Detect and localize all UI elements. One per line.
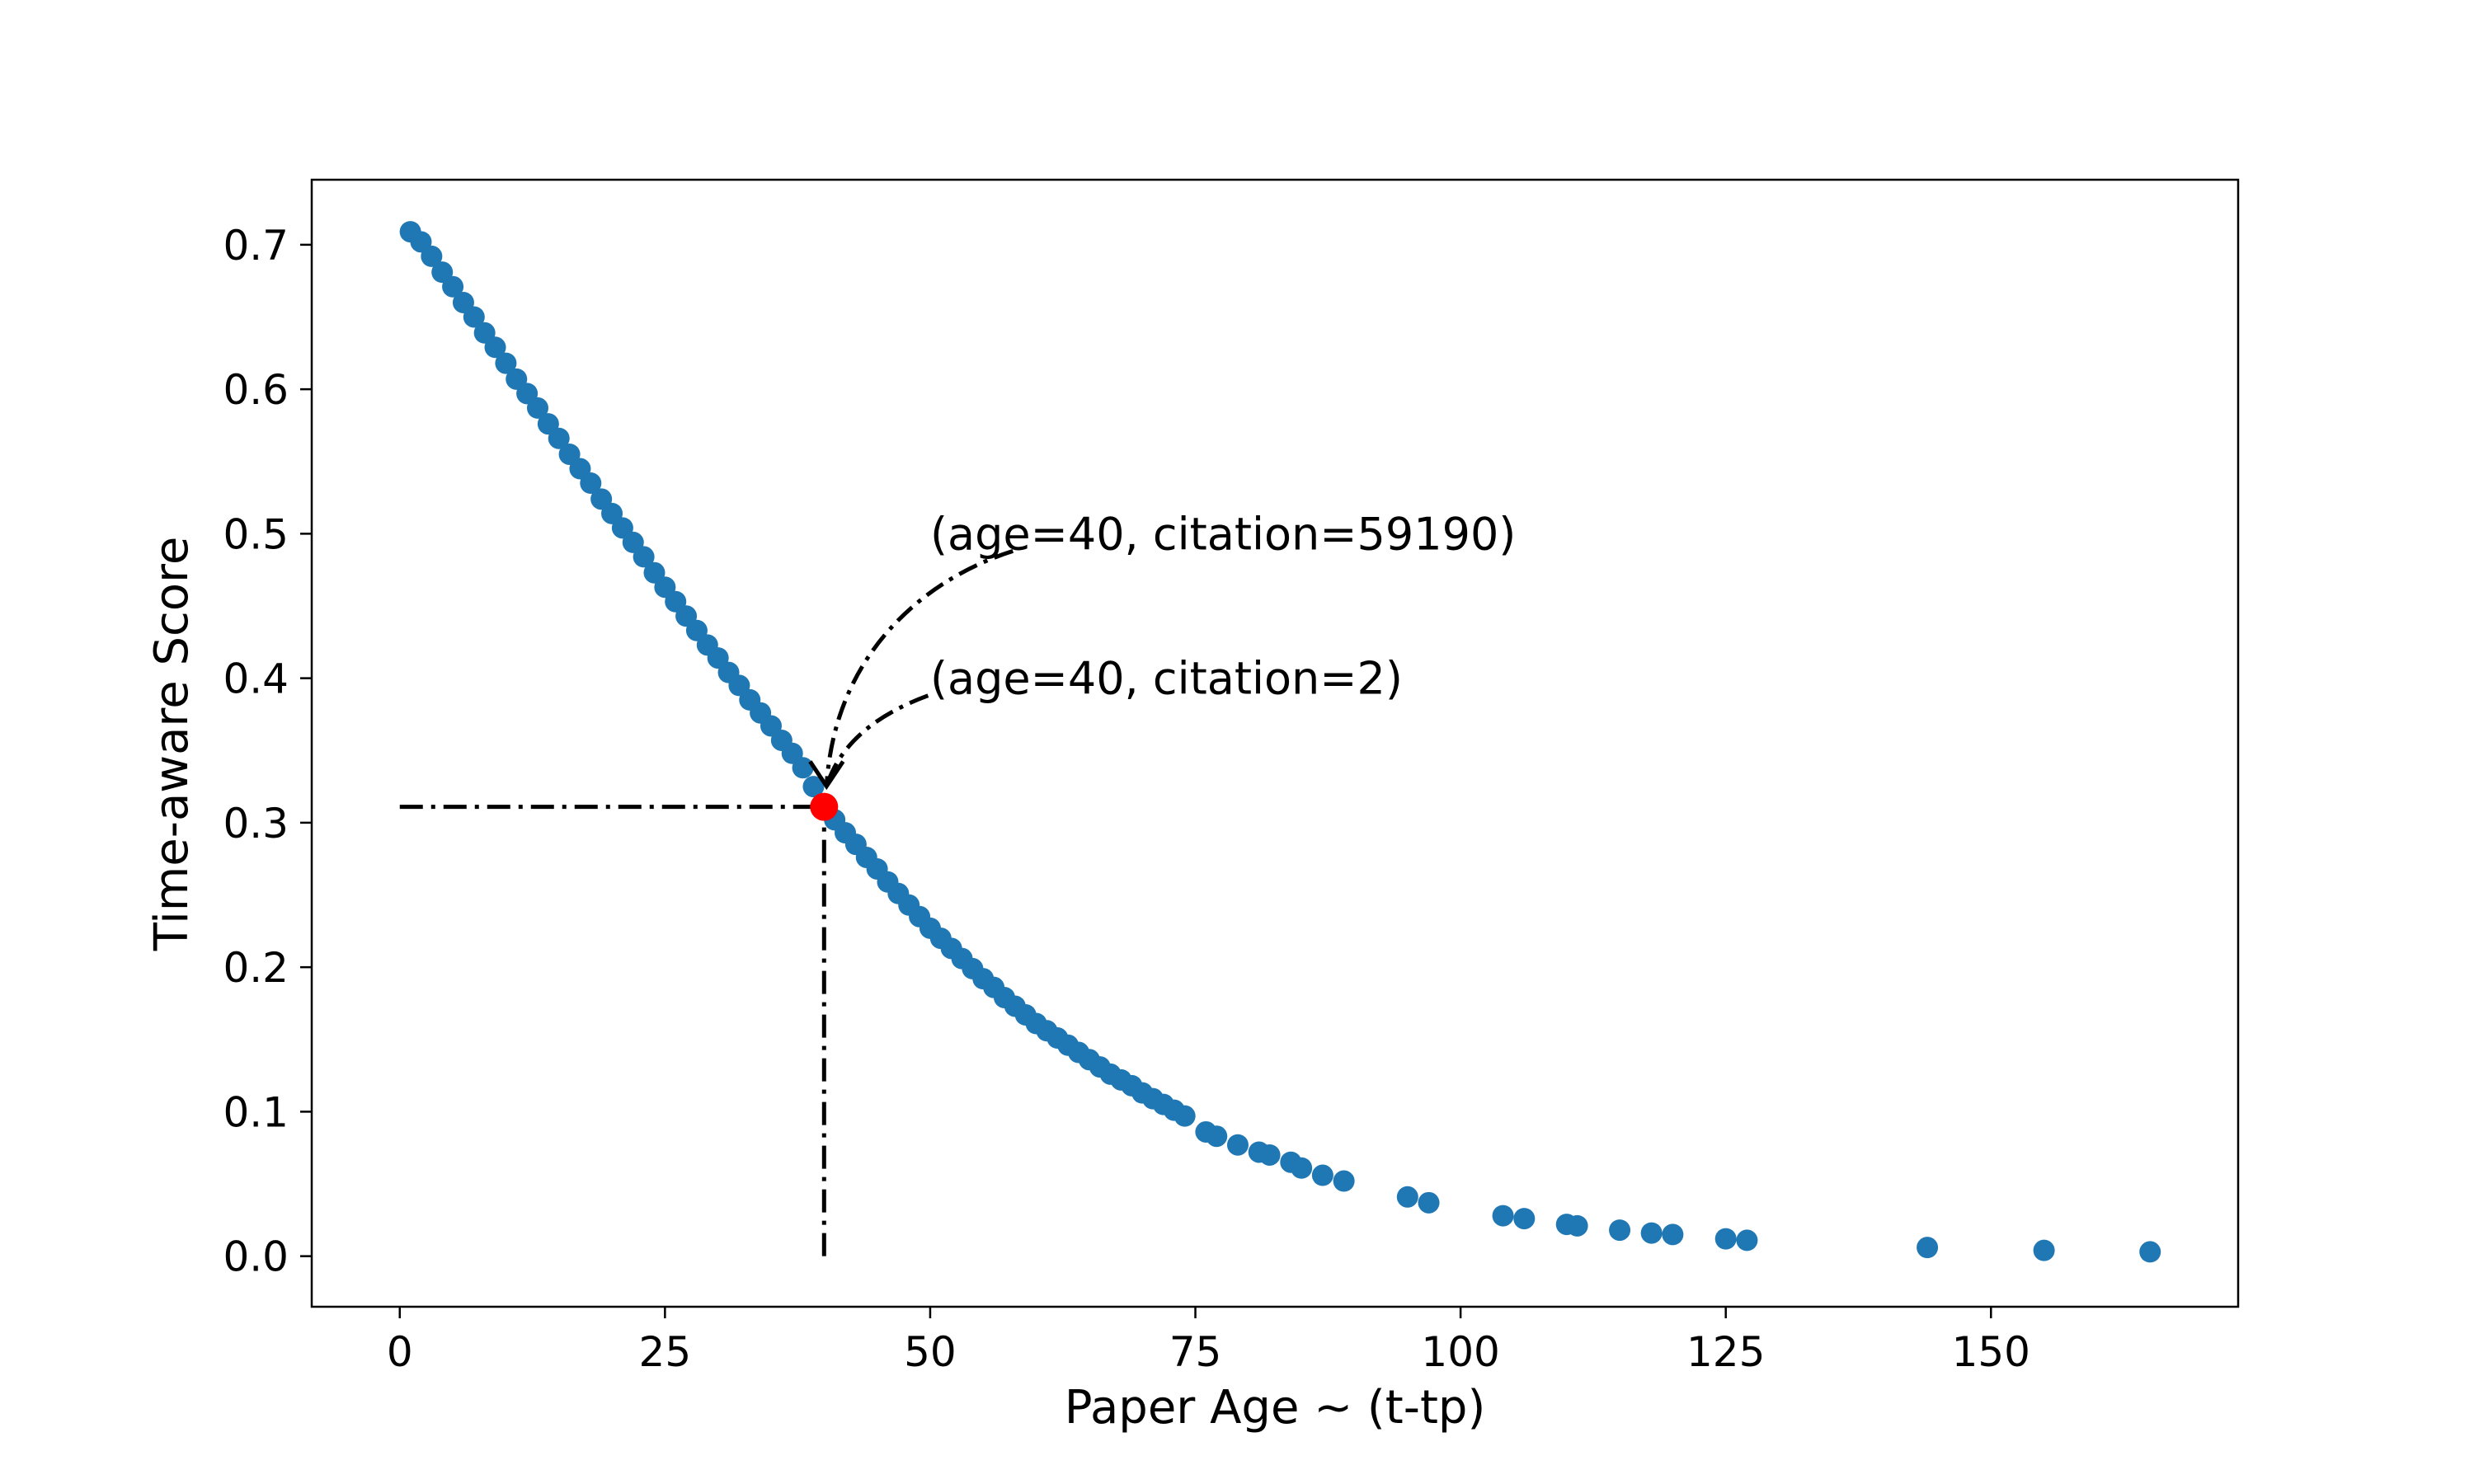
data-point	[2033, 1239, 2055, 1261]
data-point	[1609, 1219, 1631, 1242]
plot-background	[312, 180, 2238, 1307]
x-tick-label: 0	[387, 1328, 413, 1376]
y-tick-label: 0.2	[223, 944, 289, 992]
data-point	[1714, 1228, 1737, 1250]
y-tick-label: 0.4	[223, 655, 289, 703]
annotation-arrows	[808, 549, 1014, 791]
data-point	[495, 352, 517, 374]
data-point	[1566, 1214, 1588, 1237]
data-point	[463, 306, 485, 328]
data-point	[792, 757, 814, 779]
x-tick-label: 150	[1952, 1328, 2030, 1376]
data-point	[580, 472, 602, 495]
data-point	[1513, 1208, 1536, 1230]
data-point	[1917, 1237, 1939, 1259]
x-tick-label: 50	[904, 1328, 957, 1376]
annotation-arrow-2	[824, 693, 929, 787]
y-tick-label: 0.1	[223, 1088, 289, 1136]
data-point	[421, 245, 443, 267]
data-point	[484, 336, 506, 359]
data-point	[1492, 1205, 1514, 1227]
data-point	[1311, 1164, 1333, 1186]
data-point	[1396, 1186, 1418, 1208]
data-point	[1736, 1229, 1758, 1252]
y-axis-label: Time-aware Score	[145, 537, 199, 952]
y-tick-label: 0.6	[223, 366, 289, 414]
annotation-text-1: (age=40, citation=59190)	[930, 508, 1516, 560]
data-point	[2139, 1241, 2161, 1263]
y-tick-label: 0.3	[223, 800, 289, 848]
data-point	[1662, 1223, 1684, 1246]
data-point	[442, 275, 464, 298]
data-point	[1418, 1191, 1440, 1214]
x-axis-label: Paper Age ~ (t-tp)	[1065, 1381, 1486, 1435]
highlight-layer	[810, 792, 839, 821]
data-point	[1258, 1144, 1281, 1166]
scatter-points	[399, 221, 2161, 1263]
annotation-labels: (age=40, citation=59190) (age=40, citatio…	[930, 508, 1516, 704]
x-tick-label: 125	[1686, 1328, 1765, 1376]
arrow-head	[808, 760, 845, 791]
x-tick-label: 25	[639, 1328, 692, 1376]
highlight-point	[810, 792, 839, 821]
data-point	[1206, 1125, 1228, 1148]
y-tick-label: 0.5	[223, 510, 289, 558]
annotation-text-2: (age=40, citation=2)	[930, 653, 1403, 705]
data-point	[633, 546, 655, 568]
data-point	[1333, 1170, 1355, 1192]
data-point	[1291, 1157, 1313, 1179]
data-point	[526, 397, 548, 419]
x-axis-ticks: 0 25 50 75 100 125 150	[387, 1307, 2030, 1376]
x-tick-label: 75	[1169, 1328, 1222, 1376]
data-point	[1640, 1222, 1663, 1244]
x-tick-label: 100	[1421, 1328, 1499, 1376]
data-point	[548, 427, 570, 449]
annotation-arrow-1	[824, 549, 1014, 787]
data-point	[1226, 1134, 1249, 1156]
data-point	[1174, 1105, 1196, 1127]
plot-frame	[310, 178, 2240, 1308]
y-tick-label: 0.7	[223, 222, 289, 270]
y-axis-ticks: 0.0 0.1 0.2 0.3 0.4 0.5 0.6 0.7	[223, 222, 312, 1281]
data-point	[802, 776, 825, 798]
reference-lines	[399, 805, 826, 1256]
y-tick-label: 0.0	[223, 1233, 289, 1281]
